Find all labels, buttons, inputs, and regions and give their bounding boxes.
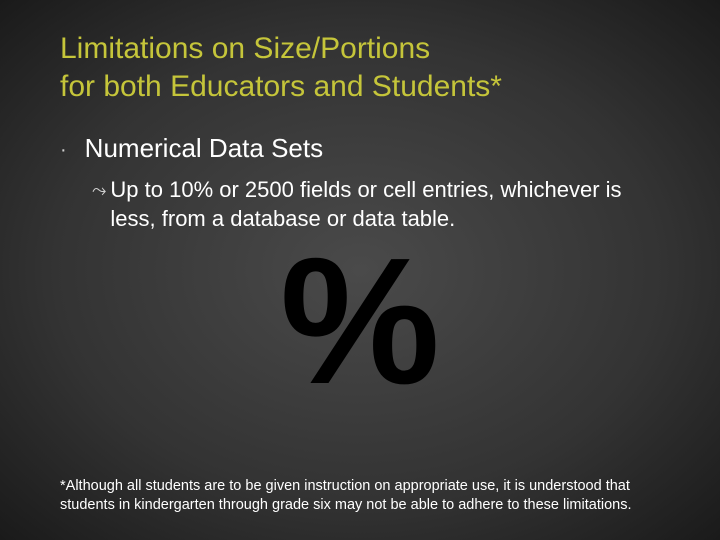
slide: Limitations on Size/Portions for both Ed… (0, 0, 720, 540)
sub-bullet-icon: ⤳ (92, 180, 106, 201)
bullet-dot-icon: · (60, 139, 67, 162)
bullet-item: · Numerical Data Sets (60, 133, 660, 164)
title-line-1: Limitations on Size/Portions (60, 32, 430, 65)
slide-title: Limitations on Size/Portions for both Ed… (60, 30, 660, 105)
bullet-text: Numerical Data Sets (85, 133, 323, 164)
percent-symbol: % (60, 245, 660, 398)
footnote-text: *Although all students are to be given i… (60, 477, 680, 516)
title-line-2: for both Educators and Students* (60, 70, 502, 103)
